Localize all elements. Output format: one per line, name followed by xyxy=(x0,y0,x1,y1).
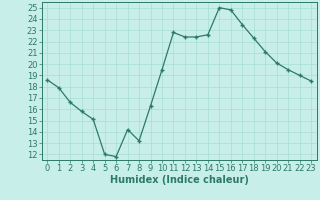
X-axis label: Humidex (Indice chaleur): Humidex (Indice chaleur) xyxy=(110,175,249,185)
